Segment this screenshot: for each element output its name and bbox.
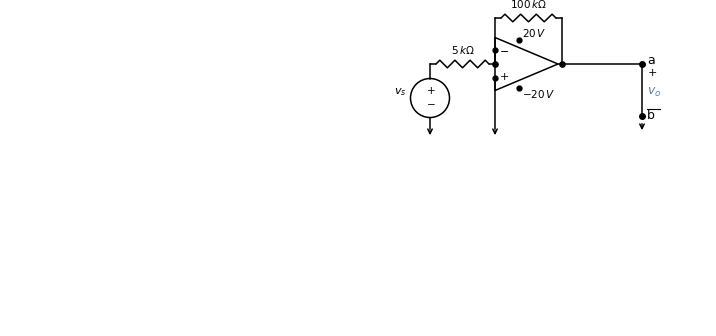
Text: $v_s$: $v_s$ xyxy=(394,86,407,98)
Text: +: + xyxy=(427,86,435,96)
Text: b: b xyxy=(647,110,655,123)
Text: $-20\,V$: $-20\,V$ xyxy=(522,88,555,100)
Text: a: a xyxy=(647,53,654,67)
Text: $v_o$: $v_o$ xyxy=(647,85,662,98)
Text: $20\,V$: $20\,V$ xyxy=(522,28,546,40)
Text: $-$: $-$ xyxy=(499,44,509,54)
Text: $100\,k\Omega$: $100\,k\Omega$ xyxy=(510,0,547,10)
Text: −: − xyxy=(427,100,435,110)
Text: $5\,k\Omega$: $5\,k\Omega$ xyxy=(450,44,475,56)
Text: $+$: $+$ xyxy=(647,68,657,79)
Text: $+$: $+$ xyxy=(499,71,509,82)
